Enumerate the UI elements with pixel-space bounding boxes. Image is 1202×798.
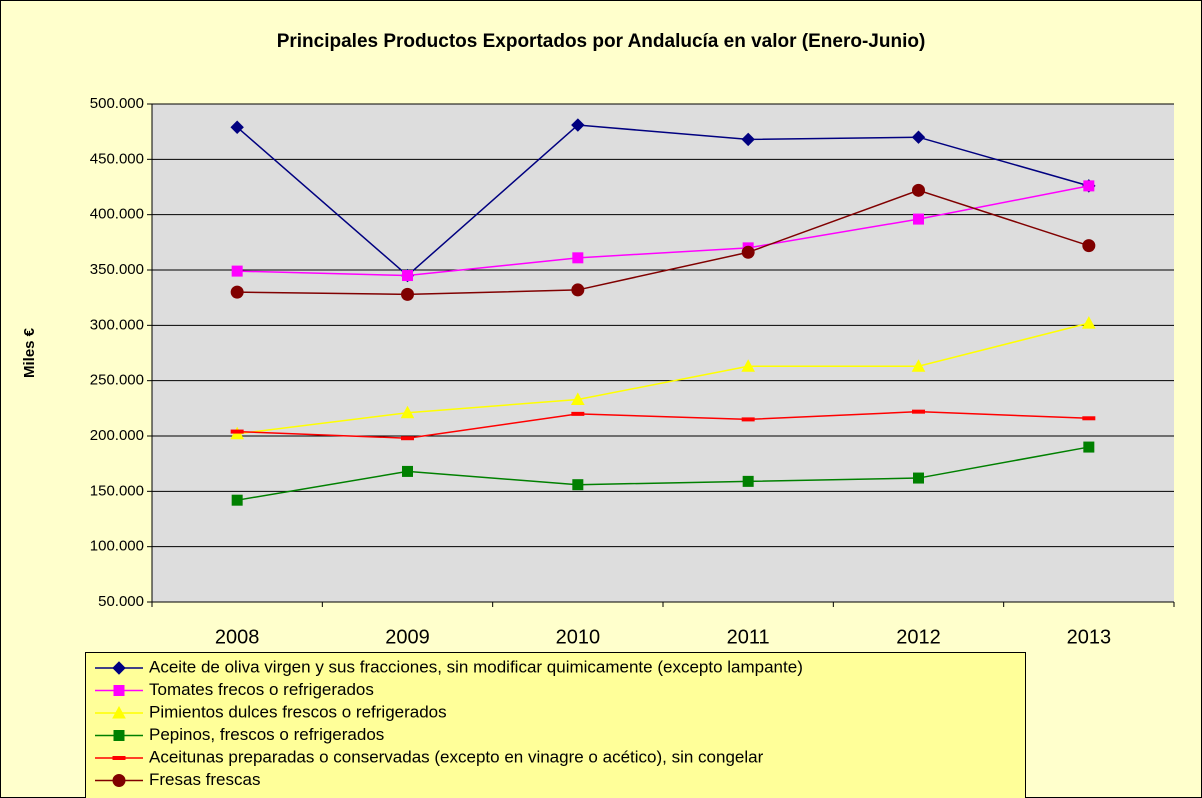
data-point bbox=[1081, 316, 1096, 329]
data-point bbox=[741, 359, 756, 372]
y-tick-label: 200.000 bbox=[90, 427, 144, 444]
x-tick-label: 2013 bbox=[1067, 626, 1112, 648]
series-line bbox=[237, 446, 1089, 501]
chart-title: Principales Productos Exportados por And… bbox=[277, 31, 926, 52]
data-point bbox=[230, 429, 244, 434]
y-tick-label: 300.000 bbox=[90, 316, 144, 333]
data-point bbox=[912, 183, 925, 197]
legend-marker bbox=[113, 685, 125, 696]
plot-area bbox=[152, 104, 1174, 602]
legend-label: Aceitunas preparadas o conservadas (exce… bbox=[149, 747, 764, 766]
data-point bbox=[1083, 441, 1095, 453]
legend-marker bbox=[112, 705, 126, 719]
legend-label: Tomates frecos o refrigerados bbox=[149, 680, 374, 699]
data-point bbox=[741, 245, 755, 259]
legend bbox=[85, 652, 1026, 798]
data-point bbox=[230, 285, 244, 299]
x-tick-label: 2010 bbox=[556, 626, 601, 648]
data-point bbox=[571, 283, 585, 297]
x-tick-label: 2012 bbox=[896, 626, 941, 648]
data-point bbox=[912, 409, 925, 414]
x-tick-label: 2008 bbox=[215, 626, 260, 648]
legend-marker bbox=[112, 774, 126, 787]
data-point bbox=[913, 472, 924, 484]
data-point bbox=[911, 130, 926, 144]
series-line bbox=[236, 124, 1090, 277]
legend-label: Aceite de oliva virgen y sus fracciones,… bbox=[149, 657, 803, 676]
x-tick-label: 2009 bbox=[385, 626, 430, 648]
legend-label: Pepinos, frescos o refrigerados bbox=[149, 725, 384, 744]
data-point bbox=[572, 479, 584, 491]
data-point bbox=[1083, 180, 1095, 192]
data-point bbox=[401, 436, 414, 441]
data-point bbox=[400, 405, 415, 419]
legend-marker bbox=[112, 661, 126, 675]
data-point bbox=[402, 465, 413, 477]
y-tick-label: 50.000 bbox=[98, 593, 144, 610]
y-tick-label: 250.000 bbox=[90, 372, 144, 389]
series-line bbox=[237, 185, 1089, 277]
data-point bbox=[570, 392, 585, 405]
legend-marker bbox=[113, 730, 125, 741]
y-tick-label: 150.000 bbox=[90, 482, 144, 499]
data-point bbox=[741, 132, 755, 147]
data-point bbox=[911, 359, 926, 372]
series-line bbox=[237, 410, 1089, 439]
data-point bbox=[231, 494, 243, 506]
data-point bbox=[231, 265, 243, 277]
data-point bbox=[572, 252, 584, 264]
data-point bbox=[402, 270, 413, 282]
data-point bbox=[230, 120, 244, 134]
legend-label: Fresas frescas bbox=[149, 770, 260, 789]
y-tick-label: 350.000 bbox=[90, 261, 144, 278]
data-point bbox=[1082, 416, 1096, 421]
y-tick-label: 500.000 bbox=[90, 95, 144, 112]
series-line bbox=[237, 189, 1090, 296]
y-tick-label: 100.000 bbox=[90, 538, 144, 555]
y-axis-label: Miles € bbox=[21, 327, 38, 378]
x-tick-label: 2011 bbox=[727, 626, 770, 648]
data-point bbox=[742, 475, 754, 487]
series-line bbox=[237, 322, 1090, 435]
data-point bbox=[1082, 239, 1096, 253]
legend-marker bbox=[112, 756, 126, 760]
y-tick-label: 450.000 bbox=[90, 150, 144, 167]
y-tick-label: 400.000 bbox=[90, 206, 144, 223]
data-point bbox=[571, 411, 585, 416]
data-point bbox=[571, 118, 585, 132]
legend-label: Pimientos dulces frescos o refrigerados bbox=[149, 702, 447, 721]
data-point bbox=[741, 417, 755, 422]
data-point bbox=[913, 213, 924, 225]
data-point bbox=[401, 287, 414, 301]
